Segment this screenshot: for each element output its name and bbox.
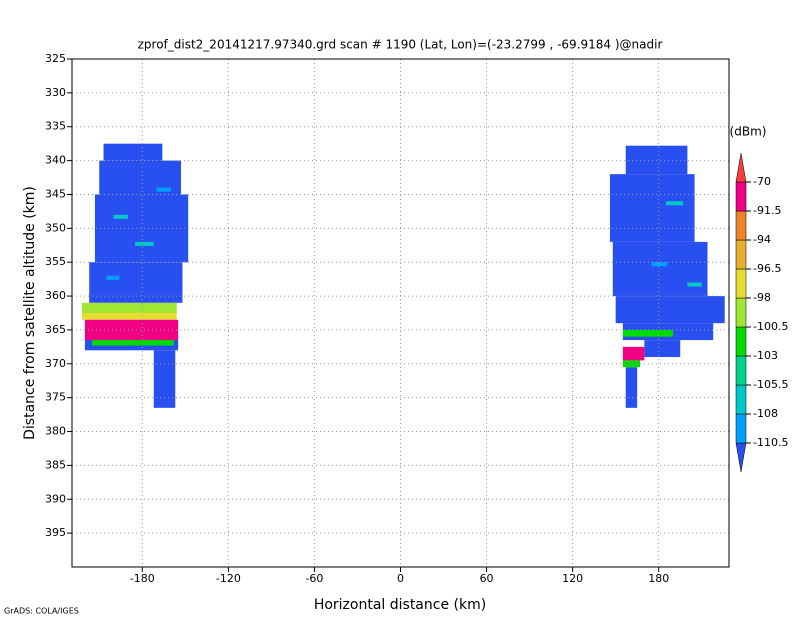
colorbar-label: -108 bbox=[753, 407, 778, 420]
x-tick-label: -180 bbox=[130, 572, 155, 585]
shaded-cell bbox=[89, 262, 183, 303]
shaded-cell bbox=[84, 319, 179, 341]
y-tick-label: 360 bbox=[45, 289, 66, 302]
shaded-cell bbox=[113, 214, 128, 219]
colorbar-label: -70 bbox=[753, 175, 771, 188]
footer: GrADS: COLA/IGES bbox=[4, 607, 79, 616]
colorbar-label: -100.5 bbox=[753, 320, 788, 333]
colorbar-label: -94 bbox=[753, 233, 771, 246]
shaded-cell bbox=[644, 340, 681, 358]
colorbar-label: -96.5 bbox=[753, 262, 781, 275]
y-tick-label: 370 bbox=[45, 357, 66, 370]
y-tick-label: 355 bbox=[45, 255, 66, 268]
colorbar-label: -110.5 bbox=[753, 436, 788, 449]
y-tick-label: 330 bbox=[45, 86, 66, 99]
colorbar-segment bbox=[735, 181, 747, 212]
y-tick-label: 375 bbox=[45, 391, 66, 404]
shaded-cell bbox=[135, 241, 154, 246]
shaded-cell bbox=[153, 350, 176, 408]
y-tick-label: 390 bbox=[45, 492, 66, 505]
y-tick-label: 350 bbox=[45, 221, 66, 234]
shaded-cell bbox=[106, 275, 120, 280]
y-tick-label: 325 bbox=[45, 52, 66, 65]
colorbar-label: (dBm) bbox=[730, 125, 767, 139]
y-tick-label: 340 bbox=[45, 154, 66, 167]
shaded-cell bbox=[625, 145, 688, 175]
colorbar-segment bbox=[735, 268, 747, 299]
colorbar-segment bbox=[735, 210, 747, 241]
shaded-cell bbox=[615, 296, 725, 324]
colorbar-segment bbox=[735, 384, 747, 415]
x-axis-label: Horizontal distance (km) bbox=[314, 597, 486, 613]
shaded-cell bbox=[82, 302, 177, 313]
colorbar-segment bbox=[735, 152, 747, 183]
shaded-cell bbox=[92, 340, 174, 346]
colorbar-segment bbox=[735, 442, 747, 473]
shaded-cell bbox=[622, 360, 641, 368]
shaded-cell bbox=[651, 262, 668, 267]
shaded-cell bbox=[687, 282, 702, 287]
shaded-cell bbox=[156, 187, 171, 192]
shaded-cell bbox=[103, 143, 163, 161]
shaded-cell bbox=[82, 313, 177, 320]
colorbar-segment bbox=[735, 326, 747, 357]
y-axis-label: Distance from satellite altitude (km) bbox=[22, 186, 38, 440]
chart-title: zprof_dist2_20141217.97340.grd scan # 11… bbox=[138, 38, 663, 52]
shaded-cell bbox=[612, 241, 708, 297]
colorbar-segment bbox=[735, 239, 747, 270]
y-tick-label: 385 bbox=[45, 458, 66, 471]
shaded-cell bbox=[622, 346, 645, 361]
colorbar-segment bbox=[735, 413, 747, 444]
colorbar-segment bbox=[735, 297, 747, 328]
x-tick-label: 180 bbox=[648, 572, 669, 585]
y-tick-label: 345 bbox=[45, 187, 66, 200]
x-tick-label: -60 bbox=[305, 572, 323, 585]
shaded-cell bbox=[625, 367, 638, 408]
y-tick-label: 365 bbox=[45, 323, 66, 336]
x-tick-label: 0 bbox=[397, 572, 404, 585]
y-tick-label: 335 bbox=[45, 120, 66, 133]
plot-frame bbox=[71, 58, 730, 568]
y-tick-label: 395 bbox=[45, 526, 66, 539]
x-tick-label: 120 bbox=[562, 572, 583, 585]
shaded-cell bbox=[665, 201, 684, 206]
colorbar-label: -105.5 bbox=[753, 378, 788, 391]
shaded-cell bbox=[622, 329, 674, 337]
colorbar-label: -103 bbox=[753, 349, 778, 362]
y-tick-label: 380 bbox=[45, 425, 66, 438]
colorbar-segment bbox=[735, 355, 747, 386]
x-tick-label: -120 bbox=[216, 572, 241, 585]
shaded-cell bbox=[609, 174, 695, 242]
colorbar-label: -91.5 bbox=[753, 204, 781, 217]
colorbar-label: -98 bbox=[753, 291, 771, 304]
x-tick-label: 60 bbox=[480, 572, 494, 585]
